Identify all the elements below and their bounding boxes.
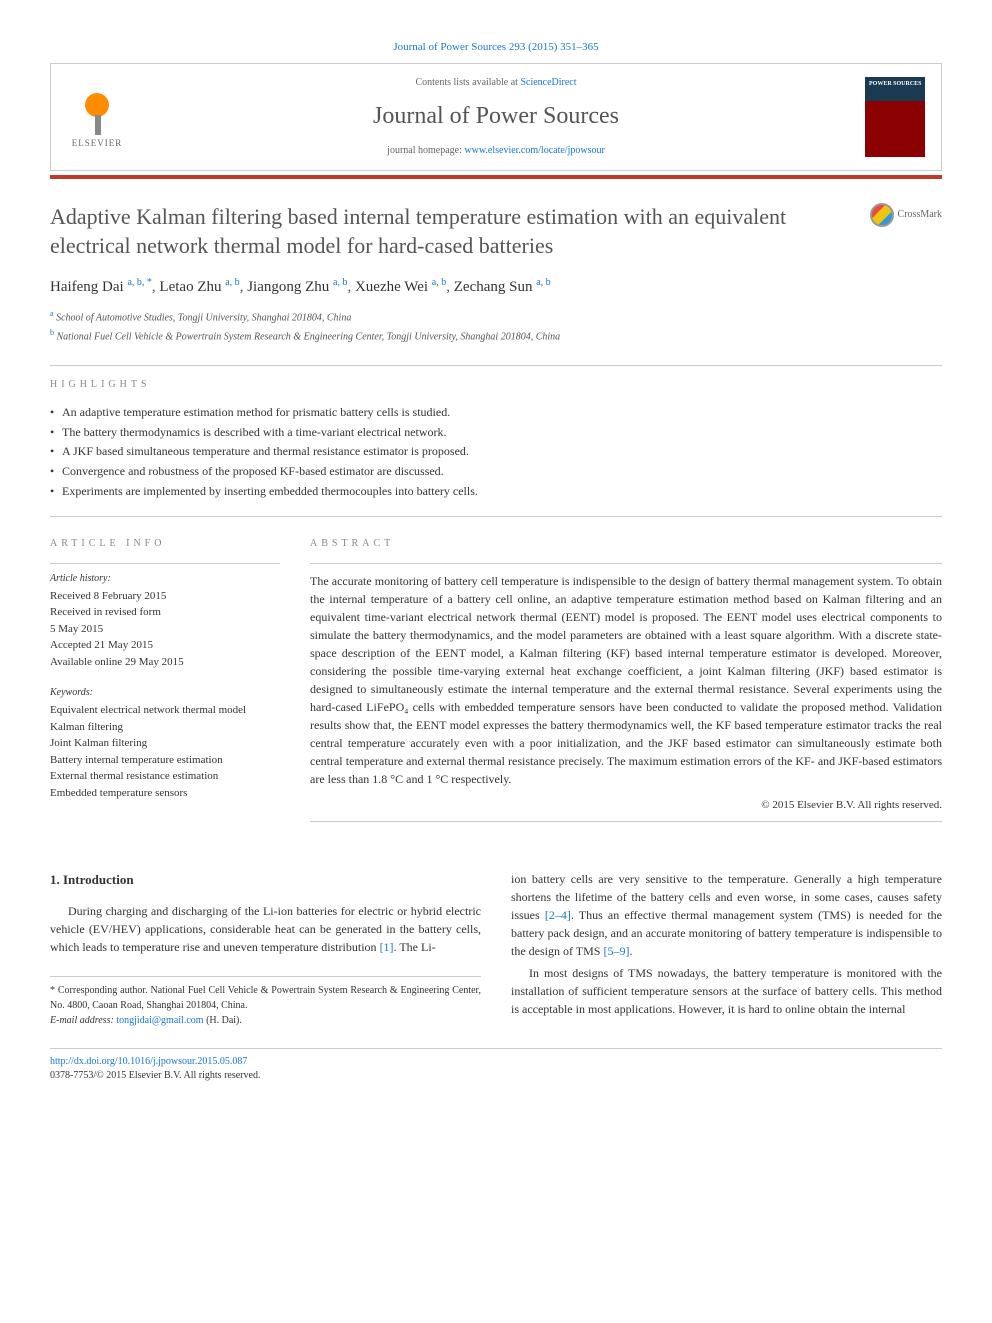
left-column: 1. Introduction During charging and disc… bbox=[50, 870, 481, 1028]
journal-name: Journal of Power Sources bbox=[147, 100, 845, 134]
keyword-item: Equivalent electrical network thermal mo… bbox=[50, 702, 280, 719]
corresponding-author-footnote: * Corresponding author. National Fuel Ce… bbox=[50, 976, 481, 1028]
footnote-corr: * Corresponding author. National Fuel Ce… bbox=[50, 983, 481, 1013]
elsevier-wordmark: ELSEVIER bbox=[72, 137, 123, 150]
crossmark-icon bbox=[870, 203, 894, 227]
history-lines: Received 8 February 2015Received in revi… bbox=[50, 588, 280, 671]
authors-line: Haifeng Dai a, b, *, Letao Zhu a, b, Jia… bbox=[50, 276, 942, 298]
elsevier-logo: ELSEVIER bbox=[67, 82, 127, 152]
highlight-item: An adaptive temperature estimation metho… bbox=[50, 404, 942, 421]
author: Jiangong Zhu a, b bbox=[247, 279, 347, 295]
highlights-heading: HIGHLIGHTS bbox=[50, 378, 942, 392]
history-line: Accepted 21 May 2015 bbox=[50, 637, 280, 654]
contents-prefix: Contents lists available at bbox=[415, 77, 520, 88]
author: Zechang Sun a, b bbox=[454, 279, 551, 295]
title-row: Adaptive Kalman filtering based internal… bbox=[50, 203, 942, 260]
keyword-item: External thermal resistance estimation bbox=[50, 768, 280, 785]
ref-link[interactable]: [2–4] bbox=[545, 908, 571, 922]
abstract-column: ABSTRACT The accurate monitoring of batt… bbox=[310, 537, 942, 830]
history-line: Available online 29 May 2015 bbox=[50, 654, 280, 671]
keywords-lines: Equivalent electrical network thermal mo… bbox=[50, 702, 280, 801]
divider bbox=[310, 821, 942, 822]
citation-line: Journal of Power Sources 293 (2015) 351–… bbox=[50, 40, 942, 55]
author: Haifeng Dai a, b, * bbox=[50, 279, 152, 295]
keywords-label: Keywords: bbox=[50, 686, 280, 700]
divider bbox=[50, 516, 942, 517]
body-columns: 1. Introduction During charging and disc… bbox=[50, 870, 942, 1028]
crossmark-badge[interactable]: CrossMark bbox=[870, 203, 942, 227]
affiliation-line: a School of Automotive Studies, Tongji U… bbox=[50, 308, 942, 326]
homepage-link[interactable]: www.elsevier.com/locate/jpowsour bbox=[464, 145, 604, 156]
paper-page: Journal of Power Sources 293 (2015) 351–… bbox=[0, 0, 992, 1123]
intro-para-3: In most designs of TMS nowadays, the bat… bbox=[511, 964, 942, 1018]
homepage-line: journal homepage: www.elsevier.com/locat… bbox=[147, 144, 845, 158]
abstract-heading: ABSTRACT bbox=[310, 537, 942, 551]
email-label: E-mail address: bbox=[50, 1015, 116, 1026]
history-line: Received in revised form bbox=[50, 604, 280, 621]
ref-link[interactable]: [1] bbox=[380, 940, 394, 954]
keyword-item: Embedded temperature sensors bbox=[50, 785, 280, 802]
divider bbox=[310, 563, 942, 564]
intro-text: . Thus an effective thermal management s… bbox=[511, 908, 942, 958]
page-footer: http://dx.doi.org/10.1016/j.jpowsour.201… bbox=[50, 1048, 942, 1083]
intro-para-2: ion battery cells are very sensitive to … bbox=[511, 870, 942, 960]
keyword-item: Battery internal temperature estimation bbox=[50, 752, 280, 769]
intro-text: . bbox=[629, 944, 632, 958]
author: Letao Zhu a, b bbox=[159, 279, 239, 295]
article-info-column: ARTICLE INFO Article history: Received 8… bbox=[50, 537, 280, 830]
intro-heading: 1. Introduction bbox=[50, 870, 481, 890]
history-line: 5 May 2015 bbox=[50, 621, 280, 638]
article-info-heading: ARTICLE INFO bbox=[50, 537, 280, 551]
homepage-prefix: journal homepage: bbox=[387, 145, 464, 156]
header-center: Contents lists available at ScienceDirec… bbox=[147, 76, 845, 158]
elsevier-tree-icon bbox=[72, 85, 122, 135]
right-column: ion battery cells are very sensitive to … bbox=[511, 870, 942, 1028]
history-label: Article history: bbox=[50, 572, 280, 586]
footnote-email-line: E-mail address: tongjidai@gmail.com (H. … bbox=[50, 1013, 481, 1028]
abstract-text: The accurate monitoring of battery cell … bbox=[310, 572, 942, 788]
divider bbox=[50, 365, 942, 366]
journal-header: ELSEVIER Contents lists available at Sci… bbox=[50, 63, 942, 171]
keyword-item: Kalman filtering bbox=[50, 719, 280, 736]
keywords-block: Keywords: Equivalent electrical network … bbox=[50, 686, 280, 801]
highlight-item: Convergence and robustness of the propos… bbox=[50, 463, 942, 480]
intro-para-1: During charging and discharging of the L… bbox=[50, 902, 481, 956]
intro-text: . The Li- bbox=[394, 940, 436, 954]
article-history: Article history: Received 8 February 201… bbox=[50, 572, 280, 671]
highlights-list: An adaptive temperature estimation metho… bbox=[50, 404, 942, 500]
doi-link[interactable]: http://dx.doi.org/10.1016/j.jpowsour.201… bbox=[50, 1055, 942, 1069]
info-abstract-row: ARTICLE INFO Article history: Received 8… bbox=[50, 537, 942, 830]
email-link[interactable]: tongjidai@gmail.com bbox=[116, 1015, 203, 1026]
journal-cover-thumb bbox=[865, 77, 925, 157]
issn-copyright: 0378-7753/© 2015 Elsevier B.V. All right… bbox=[50, 1069, 942, 1083]
ref-link[interactable]: [5–9] bbox=[603, 944, 629, 958]
affiliations: a School of Automotive Studies, Tongji U… bbox=[50, 308, 942, 345]
highlight-item: A JKF based simultaneous temperature and… bbox=[50, 443, 942, 460]
keyword-item: Joint Kalman filtering bbox=[50, 735, 280, 752]
red-divider-bar bbox=[50, 175, 942, 179]
contents-line: Contents lists available at ScienceDirec… bbox=[147, 76, 845, 90]
crossmark-label: CrossMark bbox=[898, 208, 942, 222]
divider bbox=[50, 563, 280, 564]
affiliation-line: b National Fuel Cell Vehicle & Powertrai… bbox=[50, 327, 942, 345]
highlight-item: The battery thermodynamics is described … bbox=[50, 424, 942, 441]
sciencedirect-link[interactable]: ScienceDirect bbox=[520, 77, 576, 88]
email-tail: (H. Dai). bbox=[204, 1015, 242, 1026]
article-title: Adaptive Kalman filtering based internal… bbox=[50, 203, 870, 260]
history-line: Received 8 February 2015 bbox=[50, 588, 280, 605]
copyright-line: © 2015 Elsevier B.V. All rights reserved… bbox=[310, 798, 942, 813]
highlight-item: Experiments are implemented by inserting… bbox=[50, 483, 942, 500]
author: Xuezhe Wei a, b bbox=[355, 279, 446, 295]
